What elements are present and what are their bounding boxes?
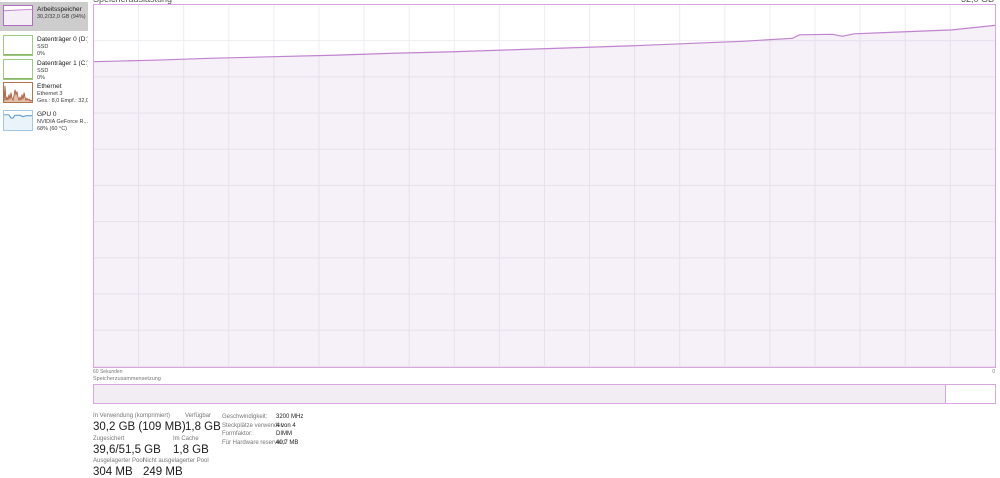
sidebar-item-ethernet[interactable]: Ethernet Ethernet 3 Ges.: 8,0 Empf.: 32,… xyxy=(0,79,88,105)
detail-form-factor-label: Formfaktor: xyxy=(222,430,276,439)
detail-hw-reserved-value: 40,7 MB xyxy=(276,439,298,448)
gpu-graph-thumbnail-icon xyxy=(3,110,33,131)
sidebar-disk0-title: Datenträger 0 (D:) xyxy=(37,36,88,44)
detail-hw-reserved: Für Hardware reserviert: 40,7 MB xyxy=(222,439,303,448)
memory-composition-title: Speicherzusammensetzung xyxy=(93,376,161,382)
detail-slots-label: Steckplätze verwendet: xyxy=(222,422,276,431)
stat-cached-label: Im Cache xyxy=(173,436,209,443)
stat-available-label: Verfügbar xyxy=(185,413,221,420)
detail-form-factor: Formfaktor: DIMM xyxy=(222,430,303,439)
sidebar-disk1-type: SSD xyxy=(37,68,88,75)
stat-nonpaged-pool: Nicht ausgelagerter Pool 249 MB xyxy=(143,458,209,478)
stat-nonpaged-pool-value: 249 MB xyxy=(143,466,209,478)
detail-slots-value: 4 von 4 xyxy=(276,422,296,431)
time-axis-right-label: 0 xyxy=(992,369,995,375)
time-axis-left-label: 60 Sekunden xyxy=(93,369,122,375)
ethernet-graph-thumbnail-icon xyxy=(3,82,33,103)
performance-sidebar: Arbeitsspeicher 30,2/32,0 GB (94%) Daten… xyxy=(0,0,90,475)
memory-composition-bar[interactable] xyxy=(93,384,996,404)
stat-paged-pool-value: 304 MB xyxy=(93,466,144,478)
stat-in-use-label: In Verwendung (komprimiert) xyxy=(93,413,186,420)
sidebar-memory-title: Arbeitsspeicher xyxy=(37,6,88,14)
stat-cached: Im Cache 1,8 GB xyxy=(173,436,209,456)
detail-slots: Steckplätze verwendet: 4 von 4 xyxy=(222,422,303,431)
sidebar-item-gpu0[interactable]: GPU 0 NVIDIA GeForce R... 68% (60 °C) xyxy=(0,107,88,133)
disk0-graph-thumbnail-icon xyxy=(3,35,33,56)
sidebar-gpu-title: GPU 0 xyxy=(37,111,88,119)
stat-available-value: 1,8 GB xyxy=(185,421,221,433)
stat-available: Verfügbar 1,8 GB xyxy=(185,413,221,433)
memory-usage-graph[interactable] xyxy=(93,4,996,368)
stat-committed: Zugesichert 39,6/51,5 GB xyxy=(93,436,161,456)
stat-nonpaged-pool-label: Nicht ausgelagerter Pool xyxy=(143,458,209,465)
stat-committed-label: Zugesichert xyxy=(93,436,161,443)
detail-speed: Geschwindigkeit: 3200 MHz xyxy=(222,413,303,422)
sidebar-ethernet-title: Ethernet xyxy=(37,83,88,91)
sidebar-memory-usage: 30,2/32,0 GB (94%) xyxy=(37,14,88,21)
stat-cached-value: 1,8 GB xyxy=(173,444,209,456)
detail-speed-label: Geschwindigkeit: xyxy=(222,413,276,422)
sidebar-item-disk1[interactable]: Datenträger 1 (C:) SSD 0% xyxy=(0,56,88,80)
detail-form-factor-value: DIMM xyxy=(276,430,292,439)
hardware-details: Geschwindigkeit: 3200 MHz Steckplätze ve… xyxy=(222,413,303,447)
sidebar-ethernet-throughput: Ges.: 8,0 Empf.: 32,0 KBit/s xyxy=(37,98,88,105)
memory-composition-used-segment xyxy=(94,385,946,403)
sidebar-disk0-type: SSD xyxy=(37,44,88,51)
sidebar-item-disk0[interactable]: Datenträger 0 (D:) SSD 0% xyxy=(0,32,88,56)
sidebar-disk1-title: Datenträger 1 (C:) xyxy=(37,60,88,68)
stat-committed-value: 39,6/51,5 GB xyxy=(93,444,161,456)
sidebar-item-memory[interactable]: Arbeitsspeicher 30,2/32,0 GB (94%) xyxy=(0,2,88,31)
memory-graph-thumbnail-icon xyxy=(3,5,33,26)
detail-speed-value: 3200 MHz xyxy=(276,413,303,422)
time-axis: 60 Sekunden 0 xyxy=(93,369,996,375)
sidebar-ethernet-adapter: Ethernet 3 xyxy=(37,91,88,98)
stat-in-use: In Verwendung (komprimiert) 30,2 GB (109… xyxy=(93,413,186,433)
disk1-graph-thumbnail-icon xyxy=(3,59,33,80)
stat-paged-pool-label: Ausgelagerter Pool xyxy=(93,458,144,465)
sidebar-gpu-name: NVIDIA GeForce R... xyxy=(37,119,88,126)
stat-paged-pool: Ausgelagerter Pool 304 MB xyxy=(93,458,144,478)
sidebar-gpu-usage: 68% (60 °C) xyxy=(37,126,88,133)
detail-hw-reserved-label: Für Hardware reserviert: xyxy=(222,439,276,448)
stat-in-use-value: 30,2 GB (109 MB) xyxy=(93,421,186,433)
